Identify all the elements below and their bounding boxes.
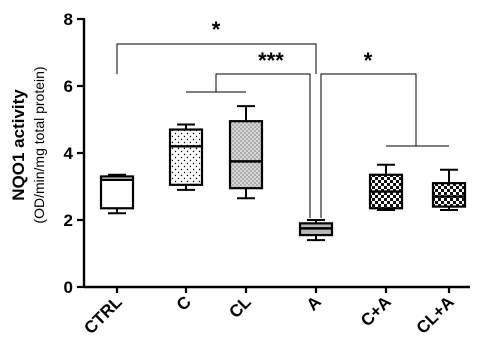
box-iqr	[99, 175, 135, 210]
bracket-ctrl-vs-a	[116, 43, 317, 74]
box-c-plus-a	[368, 163, 404, 211]
box-iqr	[431, 182, 467, 208]
x-tick-label: A	[303, 292, 325, 314]
box-cl	[228, 105, 264, 200]
bracket-a-vs-ca-cla	[320, 73, 417, 218]
box-plots	[99, 105, 467, 242]
box-a	[298, 219, 334, 242]
y-tick-label: 4	[64, 144, 74, 163]
box-c	[168, 123, 204, 191]
box-iqr	[228, 120, 264, 190]
significance-label: ***	[258, 48, 284, 73]
box-cl-plus-a	[431, 168, 467, 211]
box-iqr	[168, 128, 204, 186]
bracket-ccl-vs-a	[215, 73, 311, 218]
y-tick-label: 8	[64, 10, 73, 29]
x-tick-label: C	[173, 292, 195, 314]
y-tick-label: 0	[64, 278, 73, 297]
x-tick-label: CL+A	[413, 292, 458, 337]
y-axis-title: NQO1 activity	[9, 89, 28, 201]
box-ctrl	[99, 173, 135, 215]
axes	[77, 17, 470, 293]
significance-label: *	[364, 48, 373, 73]
significance-label: *	[212, 17, 221, 42]
y-tick-label: 6	[64, 77, 73, 96]
y-axis-subtitle: (OD/min/mg total protein)	[31, 66, 47, 223]
x-tick-label: C+A	[357, 292, 395, 330]
x-tick-label: CTRL	[80, 292, 125, 337]
y-tick-label: 2	[64, 211, 73, 230]
x-tick-label: CL	[225, 292, 254, 321]
significance-brackets: **** *	[116, 17, 449, 218]
